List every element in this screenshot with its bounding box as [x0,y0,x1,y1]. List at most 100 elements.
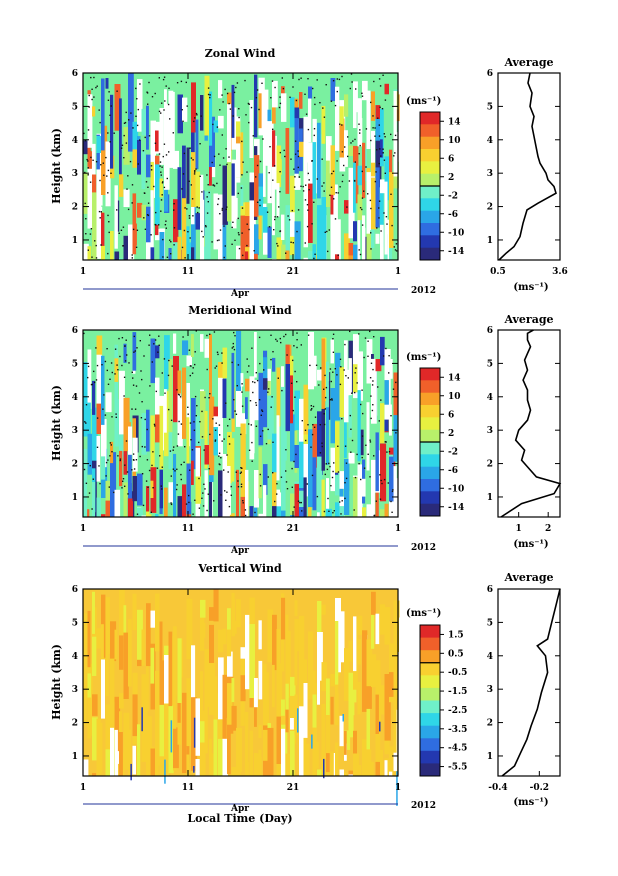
data-gap-mark [194,117,196,119]
data-gap-mark [173,203,175,205]
data-gap-mark [241,232,243,234]
heatmap-cell [276,367,281,427]
data-gap-mark [187,406,189,408]
heatmap-cell [294,178,301,190]
data-gap-mark [189,147,191,149]
data-gap-mark [259,485,262,487]
data-gap-mark [136,98,138,100]
data-gap-mark [173,244,175,246]
data-gap-mark [182,173,185,175]
heatmap-cell [218,194,223,260]
data-gap-mark [90,76,92,79]
data-gap-mark [149,385,151,387]
x-tick-label: 1 [80,783,86,793]
heatmap-cell [200,334,204,352]
data-gap-mark [177,433,180,435]
data-gap-mark [153,343,155,345]
heatmap-cell [200,391,206,439]
data-gap-mark [261,410,264,412]
heatmap-cell [272,500,278,517]
data-gap-mark [182,336,184,338]
x-tick-label: 1 [395,783,401,793]
colorbar-label: 10 [448,392,461,402]
data-gap-mark [261,409,263,411]
heatmap-cell [146,486,150,512]
heatmap-cell [123,712,130,770]
heatmap-cell [308,183,313,243]
data-gap-mark [87,174,89,176]
data-gap-mark [228,156,230,158]
data-gap-mark [359,207,362,209]
data-gap-mark [359,144,361,147]
data-gap-mark [164,100,166,102]
data-gap-mark [382,148,384,150]
data-gap-mark [262,138,264,140]
data-gap-mark [162,78,165,81]
data-gap-mark [221,207,224,210]
data-gap-mark [305,439,307,442]
heatmap-cell [258,513,264,517]
data-gap-mark [258,399,261,401]
heatmap-cell [146,763,152,776]
heatmap-cell [317,512,320,517]
data-gap-mark [194,363,196,366]
data-gap-mark [198,477,200,480]
heatmap-cell [339,611,345,663]
data-gap-mark [91,256,93,258]
heatmap-cell [380,183,384,247]
heatmap-cell [164,703,169,730]
heatmap-cell [150,610,156,628]
heatmap-cell [240,132,244,175]
data-gap-mark [300,344,302,346]
data-gap-mark [373,336,375,338]
data-gap-mark [219,213,221,215]
data-gap-mark [294,140,297,142]
data-gap-mark [252,381,254,383]
data-gap-mark [223,469,225,471]
data-gap-mark [258,336,261,339]
data-gap-mark [325,84,327,86]
average-frame [497,329,561,518]
heatmap-cell [379,721,381,732]
data-gap-mark [135,246,138,248]
data-gap-mark [241,383,243,385]
data-gap-mark [324,473,326,476]
data-gap-mark [161,488,163,490]
y-tick-label: 5 [72,618,78,628]
data-gap-mark [308,179,310,181]
data-gap-mark [379,474,381,476]
data-gap-mark [316,178,318,180]
data-gap-mark [170,502,172,504]
data-gap-mark [211,241,213,243]
heatmap-cell [114,489,121,517]
heatmap-cell [222,165,228,225]
heatmap-cell [132,149,138,168]
heatmap-cell [240,202,247,229]
data-gap-mark [307,209,309,211]
heatmap-cell [272,614,277,671]
data-gap-mark [85,422,87,424]
data-gap-mark [158,335,160,337]
heatmap-cell [173,727,179,769]
data-gap-mark [100,244,102,246]
heatmap-cell [366,504,372,517]
heatmap-cell [258,660,263,700]
heatmap-cell [236,245,242,260]
heatmap-cell [249,597,255,639]
colorbar-swatch [420,392,440,406]
heatmap-cell [330,447,337,492]
data-gap-mark [286,354,288,356]
heatmap-cell [204,411,208,469]
data-gap-mark [307,424,309,426]
data-gap-mark [255,402,257,404]
data-gap-mark [109,378,111,380]
data-gap-mark [359,132,361,134]
heatmap-cell [137,724,141,776]
heatmap-cell [155,593,160,652]
average-y-tick-label: 1 [487,236,493,246]
data-gap-mark [145,181,148,183]
data-gap-mark [221,209,223,211]
data-gap-mark [279,191,281,193]
data-gap-mark [92,478,94,480]
